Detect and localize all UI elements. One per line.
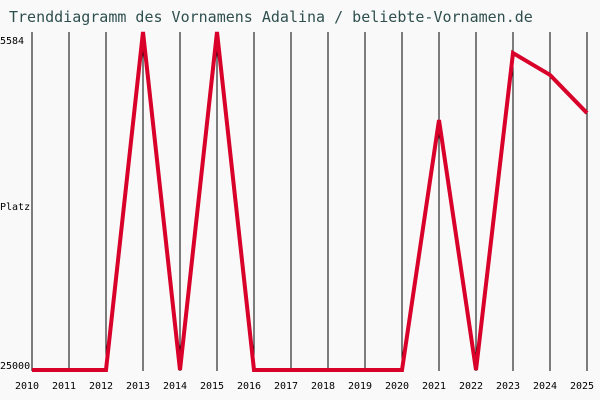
x-tick-label: 2022 <box>458 381 484 392</box>
x-tick-label: 2015 <box>199 381 225 392</box>
y-axis-title: Platz <box>0 202 31 213</box>
x-tick-label: 2023 <box>495 381 521 392</box>
x-tick-label: 2020 <box>384 381 410 392</box>
y-axis-top-label: 5584 <box>0 36 25 47</box>
x-tick-label: 2013 <box>125 381 151 392</box>
x-tick-label: 2017 <box>273 381 299 392</box>
x-tick-label: 2019 <box>347 381 373 392</box>
x-tick-label: 2021 <box>421 381 447 392</box>
x-tick-label: 2025 <box>569 381 595 392</box>
y-axis-bottom-label: 25000 <box>0 361 31 372</box>
x-tick-label: 2014 <box>162 381 188 392</box>
x-tick-label: 2011 <box>51 381 77 392</box>
chart-title: Trenddiagramm des Vornamens Adalina / be… <box>9 8 533 26</box>
x-tick-label: 2018 <box>310 381 336 392</box>
x-tick-label: 2016 <box>236 381 262 392</box>
x-tick-label: 2012 <box>88 381 114 392</box>
series-line <box>32 31 589 372</box>
x-tick-label: 2010 <box>14 381 40 392</box>
x-tick-label: 2024 <box>532 381 558 392</box>
